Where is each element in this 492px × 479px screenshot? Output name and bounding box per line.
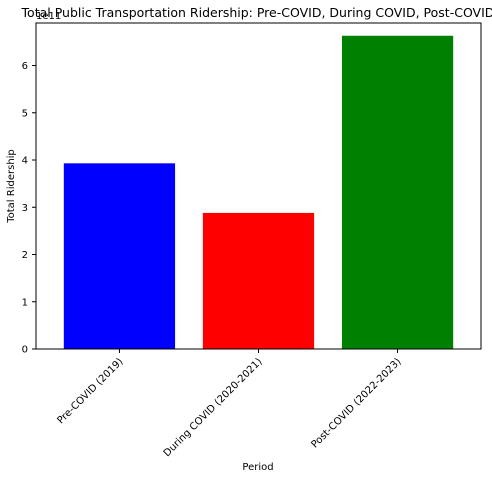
x-tick-label: Post-COVID (2022-2023) xyxy=(310,356,404,450)
y-tick-label: 2 xyxy=(22,250,28,261)
y-tick-label: 1 xyxy=(22,297,28,308)
x-axis-ticks: Pre-COVID (2019) During COVID (2020-2021)… xyxy=(55,349,404,459)
y-tick-label: 3 xyxy=(22,203,28,214)
y-axis-label: Total Ridership xyxy=(6,149,17,224)
y-tick-label: 0 xyxy=(22,345,28,356)
bar-3 xyxy=(341,35,454,349)
bars-group xyxy=(63,35,454,349)
y-tick-label: 5 xyxy=(22,108,28,119)
bar-1 xyxy=(63,163,176,349)
y-tick-label: 6 xyxy=(22,61,28,72)
chart-title: Total Public Transportation Ridership: P… xyxy=(21,5,492,20)
x-tick-label: Pre-COVID (2019) xyxy=(55,356,125,426)
bar-2 xyxy=(202,212,315,349)
y-axis-offset-label: 1e11 xyxy=(36,11,61,22)
x-tick-label: During COVID (2020-2021) xyxy=(162,356,265,459)
y-tick-label: 4 xyxy=(22,156,28,167)
x-axis-label: Period xyxy=(242,462,273,473)
y-axis-ticks: 0 1 2 3 4 5 6 xyxy=(22,61,36,356)
